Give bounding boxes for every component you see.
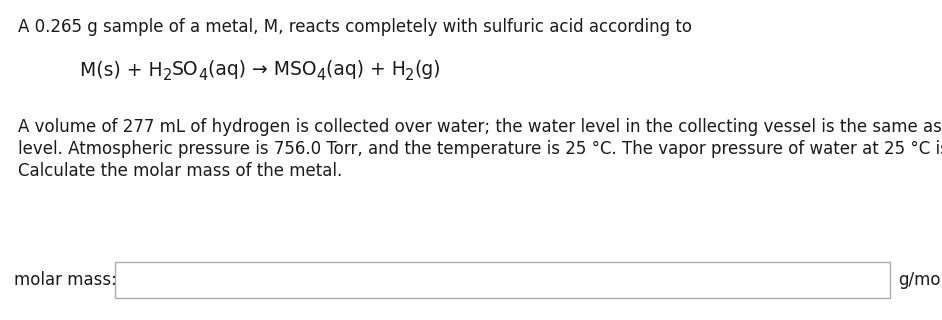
Text: molar mass:: molar mass: xyxy=(14,271,117,289)
Text: (aq) + H: (aq) + H xyxy=(326,60,405,79)
Text: 4: 4 xyxy=(199,68,208,83)
Bar xyxy=(115,262,890,298)
Text: A 0.265 g sample of a metal, M, reacts completely with sulfuric acid according t: A 0.265 g sample of a metal, M, reacts c… xyxy=(18,18,692,36)
Text: SO: SO xyxy=(172,60,199,79)
Text: M(s) + H: M(s) + H xyxy=(80,60,163,79)
Text: (aq) → MSO: (aq) → MSO xyxy=(208,60,317,79)
Text: (g): (g) xyxy=(414,60,441,79)
Text: Calculate the molar mass of the metal.: Calculate the molar mass of the metal. xyxy=(18,162,342,180)
Text: level. Atmospheric pressure is 756.0 Torr, and the temperature is 25 °C. The vap: level. Atmospheric pressure is 756.0 Tor… xyxy=(18,140,942,158)
Text: A volume of 277 mL of hydrogen is collected over water; the water level in the c: A volume of 277 mL of hydrogen is collec… xyxy=(18,118,942,136)
Text: g/mol: g/mol xyxy=(898,271,942,289)
Text: 2: 2 xyxy=(163,68,172,83)
Text: 4: 4 xyxy=(317,68,326,83)
Text: 2: 2 xyxy=(405,68,414,83)
